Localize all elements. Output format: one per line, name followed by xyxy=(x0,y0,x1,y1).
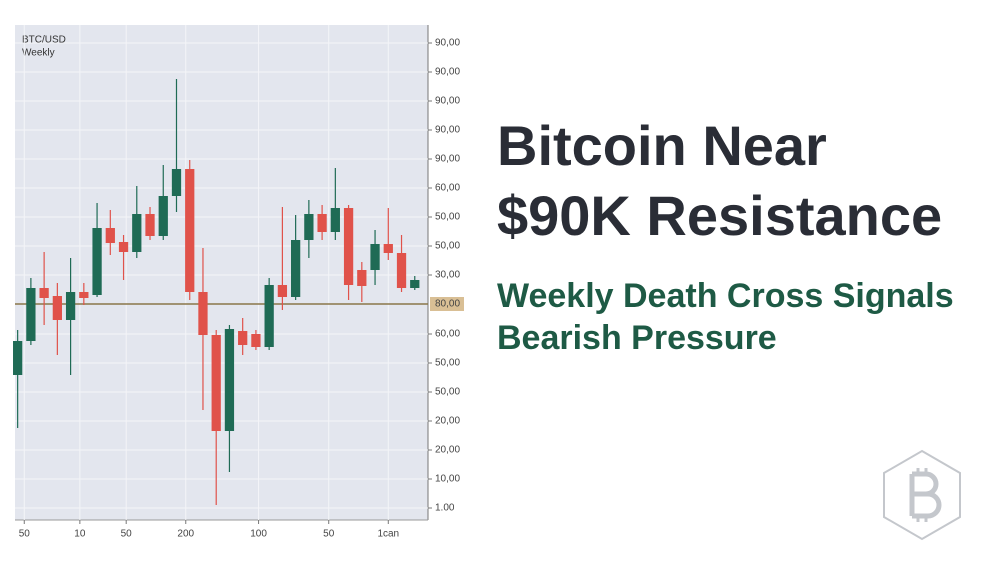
candle-body xyxy=(317,214,327,232)
candle-body xyxy=(171,169,182,196)
candle-body xyxy=(304,214,314,240)
annotation: BTC/USD xyxy=(22,35,66,46)
y-tick-label: 20,00 xyxy=(435,445,460,456)
candle-body xyxy=(198,292,208,335)
y-tick-label: 60,00 xyxy=(435,183,460,194)
reference-label-box xyxy=(430,297,464,311)
candle-body xyxy=(383,244,393,253)
y-tick-label: 50,00 xyxy=(435,241,460,252)
candle-body xyxy=(52,296,62,320)
candle-body xyxy=(105,228,115,243)
candle-body xyxy=(13,341,23,375)
candle-body xyxy=(330,208,340,232)
candle-body xyxy=(396,253,407,288)
x-tick-label: 50 xyxy=(19,529,31,540)
candle-body xyxy=(26,288,36,341)
candle-body xyxy=(277,285,288,297)
candle-body xyxy=(92,228,102,295)
y-tick-label: 90,00 xyxy=(435,154,460,165)
candle-body xyxy=(264,285,274,347)
candle-body xyxy=(290,240,301,297)
y-tick-label: 50,00 xyxy=(435,387,460,398)
x-tick-label: 100 xyxy=(250,529,267,540)
y-tick-label: 90,00 xyxy=(435,67,460,78)
annotation: Weekly xyxy=(22,48,55,59)
candle-body xyxy=(79,292,89,298)
y-tick-label: 90,00 xyxy=(435,38,460,49)
candle-body xyxy=(357,270,367,286)
candle-body xyxy=(343,208,354,285)
y-tick-label: 10,00 xyxy=(435,474,460,485)
candle-body xyxy=(410,280,420,288)
y-tick-label: 50,00 xyxy=(435,358,460,369)
y-tick-label: 1.00 xyxy=(435,503,455,514)
candle-body xyxy=(118,242,129,252)
y-tick-label: 90,00 xyxy=(435,125,460,136)
x-tick-label: 1can xyxy=(377,529,399,540)
candle-body xyxy=(158,196,168,236)
headline-subtitle: Bearish Pressure xyxy=(497,319,777,357)
candle-body xyxy=(65,292,76,320)
x-tick-label: 50 xyxy=(323,529,335,540)
candle-body xyxy=(132,214,142,252)
headline-title: Bitcoin Near xyxy=(497,114,827,177)
candle-body xyxy=(251,334,261,347)
reference-label: 80,00 xyxy=(435,299,460,310)
candle-body xyxy=(224,329,235,431)
x-tick-label: 200 xyxy=(177,529,194,540)
candle-body xyxy=(211,335,221,431)
candle-body xyxy=(238,331,248,345)
headline-subtitle: Weekly Death Cross Signals xyxy=(497,277,954,315)
candle-body xyxy=(370,244,380,270)
y-tick-label: 50,00 xyxy=(435,212,460,223)
y-tick-label: 20,00 xyxy=(435,416,460,427)
y-tick-label: 30,00 xyxy=(435,270,460,281)
headline-title: $90K Resistance xyxy=(497,184,942,247)
candle-body xyxy=(145,214,155,236)
x-tick-label: 10 xyxy=(74,529,86,540)
x-tick-label: 50 xyxy=(121,529,133,540)
bitcoin-icon xyxy=(883,449,961,541)
candle-body xyxy=(185,169,195,292)
y-tick-label: 60,00 xyxy=(435,329,460,340)
y-tick-label: 90,00 xyxy=(435,96,460,107)
candle-body xyxy=(39,288,49,298)
